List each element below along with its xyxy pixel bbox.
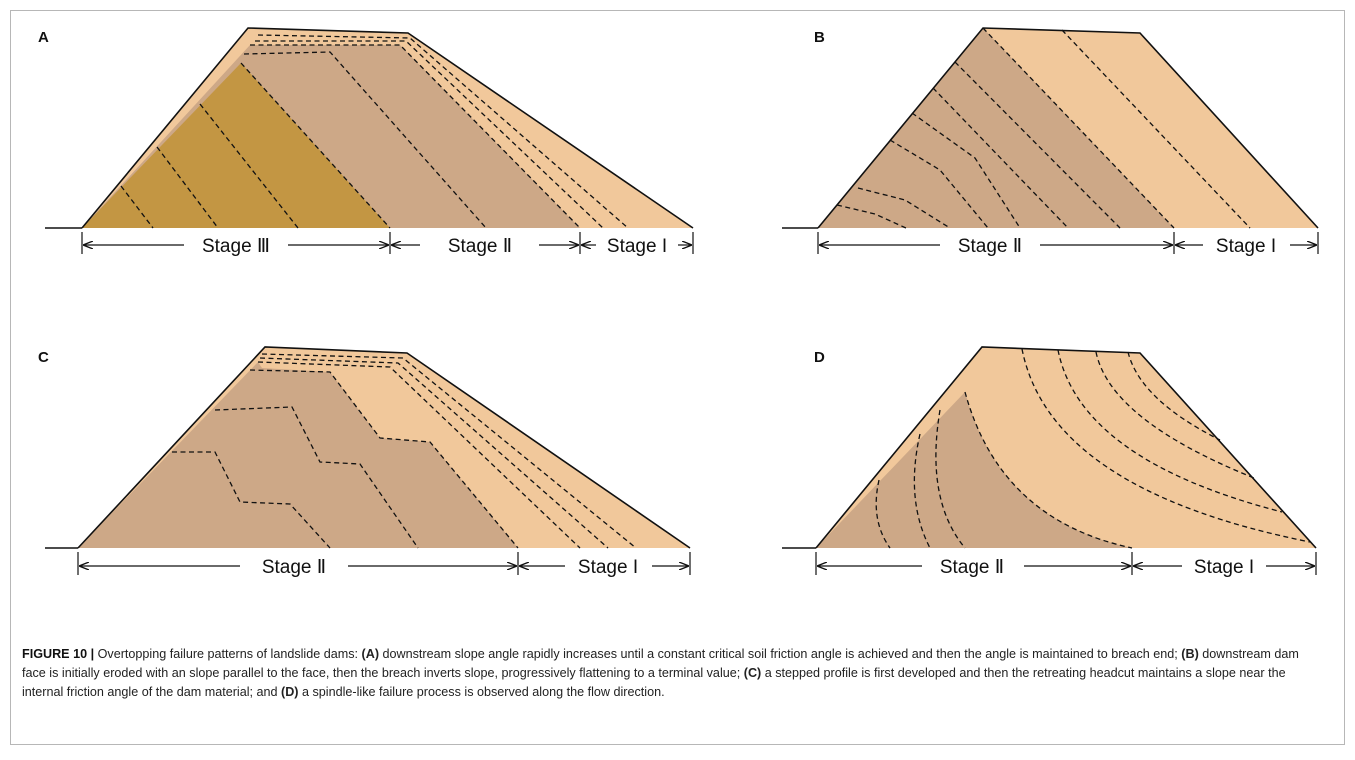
stage-ii-zone bbox=[816, 392, 1132, 548]
stage-label: Stage Ⅱ bbox=[958, 236, 1022, 257]
stage-iii-zone bbox=[82, 63, 390, 228]
caption-tag: (D) bbox=[281, 685, 299, 699]
stage-label: Stage I bbox=[607, 236, 667, 257]
panel-letter: A bbox=[38, 29, 49, 46]
panel-letter: B bbox=[814, 29, 825, 46]
stage-label: Stage Ⅱ bbox=[448, 236, 512, 257]
stage-label: Stage Ⅱ bbox=[940, 557, 1004, 578]
stage-ii-zone bbox=[78, 362, 518, 548]
stage-label: Stage Ⅱ bbox=[262, 557, 326, 578]
dam-failure-diagram: A bbox=[38, 27, 1319, 578]
panel-letter: D bbox=[814, 349, 825, 366]
erosion-profiles bbox=[172, 353, 637, 549]
stage-label: Stage I bbox=[1194, 557, 1254, 578]
erosion-profiles bbox=[875, 348, 1311, 549]
caption-tag: (B) bbox=[1181, 647, 1199, 661]
caption-tag: (A) bbox=[361, 647, 380, 661]
panel-c: C Stage Ⅱ Stage I bbox=[38, 346, 691, 578]
caption-text: a spindle-like failure process is observ… bbox=[298, 685, 665, 699]
caption-text: a stepped profile is first developed and… bbox=[22, 666, 1286, 699]
dam-outline bbox=[817, 27, 1319, 229]
stage-dimensions bbox=[817, 232, 1319, 254]
figure-label: FIGURE 10 | bbox=[22, 647, 95, 661]
dam-outline bbox=[81, 27, 694, 229]
caption-tag: (C) bbox=[743, 666, 762, 680]
stage-ii-zone bbox=[818, 28, 1174, 228]
dam-outline bbox=[815, 346, 1317, 549]
stage-dimensions bbox=[77, 552, 691, 575]
panel-b: B Stage Ⅱ Stage I bbox=[782, 27, 1319, 257]
stage-label: Stage I bbox=[578, 557, 638, 578]
panel-letter: C bbox=[38, 349, 49, 366]
stage-label: Stage I bbox=[1216, 236, 1276, 257]
erosion-profiles bbox=[120, 34, 629, 229]
dam-outline bbox=[77, 346, 691, 549]
caption-text: downstream slope angle rapidly increases… bbox=[379, 647, 1182, 661]
erosion-profiles bbox=[836, 27, 1251, 229]
caption-intro: Overtopping failure patterns of landslid… bbox=[94, 647, 362, 661]
panel-a: A bbox=[38, 27, 694, 257]
panel-d: D Stage Ⅱ Stage I bbox=[782, 346, 1317, 578]
figure-caption: FIGURE 10 | Overtopping failure patterns… bbox=[22, 645, 1322, 702]
stage-dimensions bbox=[81, 232, 694, 254]
figure-frame bbox=[10, 10, 1345, 745]
caption-text: downstream dam face is initially eroded … bbox=[22, 647, 1299, 680]
stage-dimensions bbox=[815, 552, 1317, 575]
stage-label: Stage Ⅲ bbox=[202, 236, 270, 257]
